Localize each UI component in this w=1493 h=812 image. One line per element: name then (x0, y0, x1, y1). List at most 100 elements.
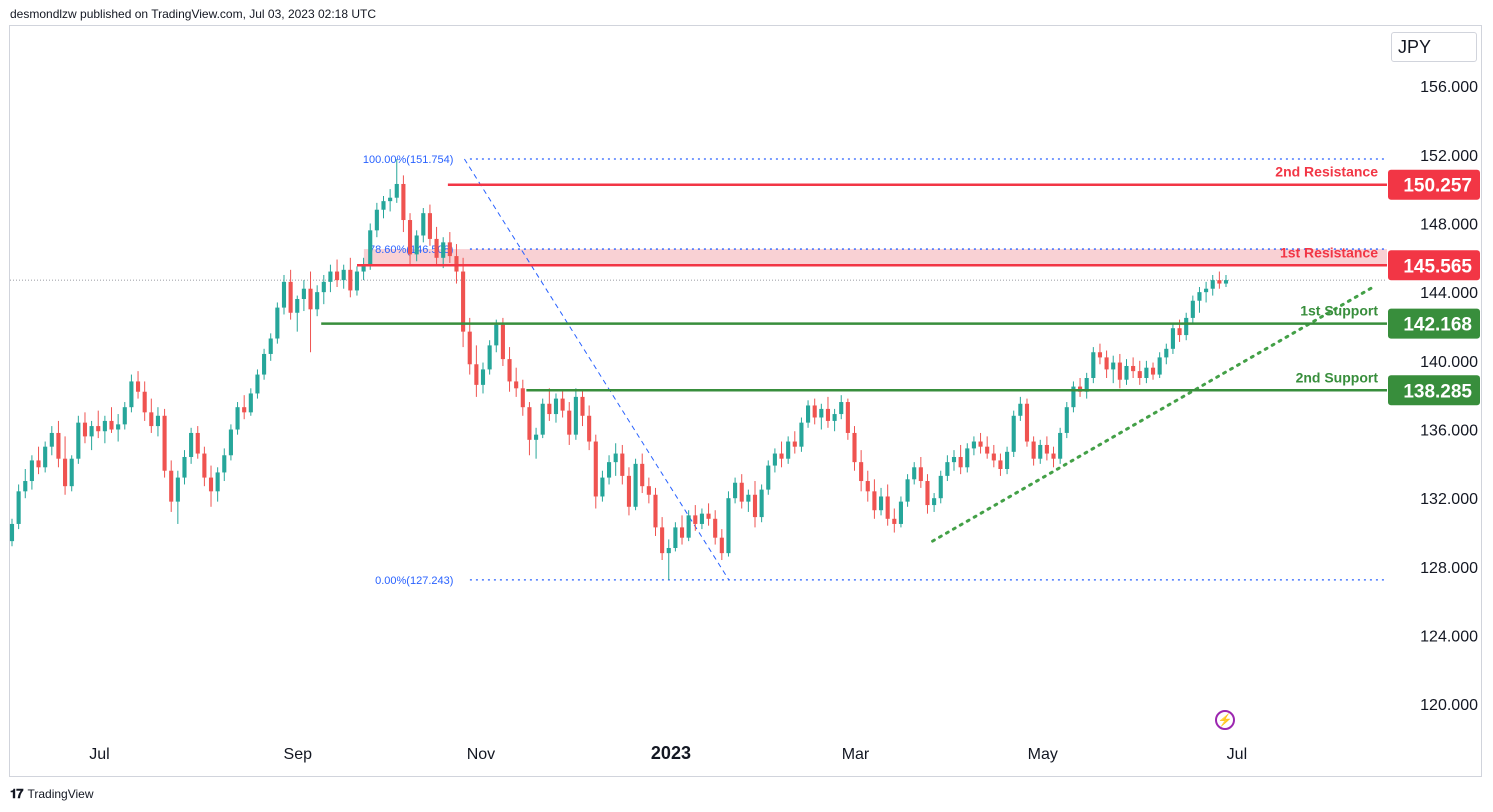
candle-body (912, 467, 917, 480)
candle-body (288, 281, 293, 313)
candle-body (89, 426, 94, 437)
candle-body (606, 462, 612, 478)
candle-body (534, 434, 539, 440)
candle-body (507, 359, 512, 382)
candle-body (69, 458, 74, 487)
candle-body (1157, 357, 1162, 375)
support-price-badge (1388, 375, 1480, 406)
candle-body (494, 324, 499, 346)
candle-body (918, 467, 923, 482)
candle-body (646, 486, 651, 495)
candle-body (43, 446, 48, 468)
candle-body (480, 369, 486, 385)
candle-body (242, 407, 247, 413)
candle-body (925, 481, 930, 506)
candle-body (82, 422, 88, 437)
candle-body (135, 381, 141, 392)
candle-body (865, 481, 870, 492)
candle-body (1150, 367, 1156, 375)
candle-body (341, 269, 346, 281)
candle-body (388, 197, 393, 202)
candle-body (1058, 432, 1063, 459)
x-tick-label: Jul (1227, 746, 1247, 763)
flash-icon[interactable]: ⚡ (1215, 710, 1235, 730)
candle-body (374, 209, 379, 231)
candle-body (573, 396, 578, 435)
candle-body (547, 403, 552, 415)
fib-diagonal-line (463, 158, 730, 581)
candle-body (746, 494, 751, 502)
candle-body (16, 491, 21, 524)
candle-body (1111, 362, 1116, 370)
candle-body (587, 415, 592, 442)
resistance-price-badge (1388, 250, 1480, 281)
candle-body (96, 426, 101, 432)
candle-body (514, 381, 519, 389)
candle-body (600, 477, 605, 497)
candle-body (951, 456, 957, 463)
support-price-badge (1388, 308, 1480, 339)
candle-body (175, 477, 180, 502)
candle-body (845, 402, 850, 433)
candle-body (620, 453, 625, 476)
candle-body (368, 230, 373, 265)
candle-body (109, 420, 114, 430)
candle-body (149, 412, 154, 427)
candle-body (1031, 441, 1036, 459)
x-tick-label: Mar (842, 746, 870, 763)
chart-frame[interactable] (9, 25, 1482, 777)
candle-body (102, 420, 107, 432)
candle-body (394, 183, 399, 198)
candle-body (427, 213, 432, 239)
candle-body (1170, 328, 1175, 349)
x-tick-label: Jul (89, 746, 109, 763)
candle-body (938, 475, 943, 499)
candle-body (1071, 386, 1076, 408)
candle-body (779, 453, 784, 459)
candle-body (859, 462, 864, 482)
candle-body (1137, 371, 1142, 378)
candle-body (122, 407, 127, 425)
candle-body (958, 456, 963, 468)
candle-body (189, 432, 194, 457)
footer-brand-label: TradingView (27, 787, 94, 801)
tradingview-logo-icon: 𝟏𝟕 (10, 786, 24, 801)
candle-body (752, 494, 758, 518)
y-tick-label: 128.000 (1420, 560, 1478, 577)
candle-body (527, 407, 532, 440)
candle-body (1117, 362, 1122, 380)
candle-body (474, 364, 479, 385)
footer-brand[interactable]: 𝟏𝟕 TradingView (10, 786, 94, 802)
candle-body (825, 408, 831, 421)
candle-body (806, 405, 811, 423)
candle-body (275, 307, 280, 339)
candle-body (381, 201, 386, 210)
candle-body (792, 441, 797, 447)
candle-body (500, 324, 505, 360)
candle-body (520, 388, 525, 408)
candle-body (1097, 352, 1103, 358)
candle-body (998, 460, 1003, 470)
currency-selector[interactable]: JPY (1391, 32, 1477, 62)
candle-body (9, 523, 15, 542)
x-tick-label: May (1028, 746, 1058, 763)
candle-body (772, 453, 777, 466)
candle-body (315, 292, 320, 310)
candle-body (885, 496, 890, 519)
support-price-label: 142.168 (1403, 315, 1472, 336)
candle-body (699, 513, 704, 524)
candle-body (580, 396, 585, 416)
candle-body (719, 537, 724, 554)
candle-body (155, 415, 161, 427)
candle-body (308, 288, 313, 310)
candle-body (1197, 292, 1202, 301)
candle-body (706, 513, 711, 519)
candle-body (401, 183, 406, 221)
candle-body (733, 482, 738, 499)
candle-body (839, 402, 844, 415)
candle-body (553, 398, 559, 415)
candle-body (1011, 415, 1016, 452)
y-tick-label: 132.000 (1420, 491, 1478, 508)
resistance-level-name: 2nd Resistance (1275, 164, 1378, 180)
